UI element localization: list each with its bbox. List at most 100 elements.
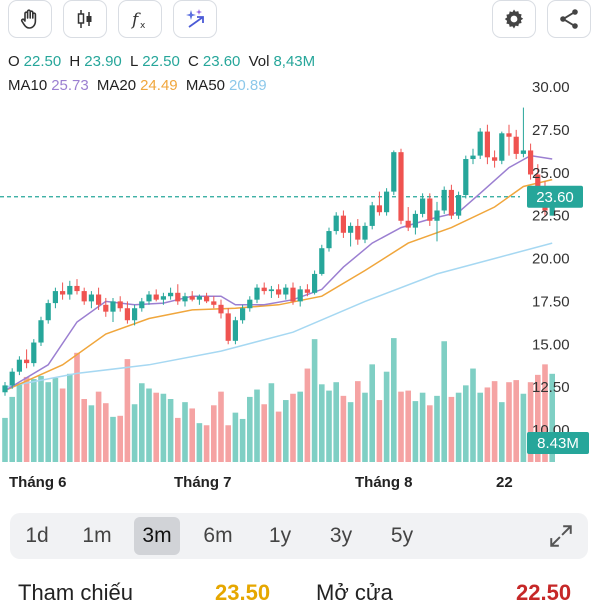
range-1y[interactable]: 1y	[268, 524, 292, 547]
volume-bar	[398, 391, 404, 462]
volume-bar	[441, 341, 447, 462]
y-tick-label: 15.00	[532, 336, 570, 353]
candle-body	[470, 155, 476, 160]
share-button[interactable]	[547, 0, 591, 38]
volume-bar	[182, 402, 188, 462]
price-chart[interactable]: 30.00 27.50 25.00 22.50 20.00 17.50 15.00 12.50…	[0, 70, 600, 470]
candle-body	[117, 301, 123, 309]
range-1m[interactable]: 1m	[82, 524, 112, 547]
ma20-value: 24.49	[140, 77, 178, 94]
close-label: C	[188, 53, 199, 70]
candle-type-button[interactable]	[63, 0, 107, 38]
volume-bar	[434, 395, 440, 462]
candle-body	[103, 304, 109, 312]
candle-body	[405, 220, 411, 228]
candle-body	[484, 131, 490, 158]
high-label: H	[69, 53, 81, 70]
volume-bar	[23, 376, 30, 462]
candle-body	[333, 215, 339, 232]
ma-readout: MA10 25.73 MA20 24.49 MA50 20.89	[8, 77, 271, 94]
volume-bar	[247, 396, 253, 462]
svg-text:x: x	[140, 21, 146, 31]
expand-icon[interactable]	[548, 523, 574, 549]
candle-body	[398, 152, 404, 221]
volume-bar	[31, 379, 37, 462]
volume-bar	[347, 402, 354, 462]
candle-body	[376, 205, 382, 213]
y-axis: 30.00 27.50 25.00 22.50 20.00 17.50 15.00 12.50…	[532, 79, 570, 439]
y-tick-label: 25.00	[532, 165, 570, 182]
open-value: 22.50	[23, 53, 62, 70]
volume-bar	[304, 368, 311, 462]
volume-bar	[290, 393, 296, 462]
range-6m[interactable]: 6m	[203, 524, 233, 547]
candle-body	[276, 289, 282, 295]
ma10-label: MA10	[8, 77, 48, 94]
volume-bar	[131, 404, 138, 462]
volume-bar	[369, 364, 375, 462]
low-value: 22.50	[142, 53, 180, 70]
low-label: L	[129, 53, 139, 70]
volume-bar	[81, 399, 87, 462]
volume-bar	[535, 374, 541, 462]
volume-bar	[103, 403, 109, 462]
candle-body	[420, 198, 426, 214]
range-3m[interactable]: 3m	[134, 517, 180, 555]
candle-body	[304, 289, 310, 293]
volume-bar	[283, 400, 289, 462]
volume-value: 8,43M	[273, 53, 316, 70]
volume-bar	[355, 381, 361, 462]
reference-value: 23.50	[215, 580, 271, 605]
candle-body	[240, 308, 246, 321]
candle-body	[182, 296, 188, 302]
volume-bar	[549, 373, 555, 462]
volume-bar	[455, 392, 462, 462]
volume-bar	[146, 388, 152, 462]
volume-bar	[326, 390, 332, 462]
volume-bar	[297, 391, 303, 462]
candle-body	[319, 248, 325, 274]
candle-body	[88, 294, 94, 302]
candle-body	[492, 157, 498, 161]
open-price-value: 22.50	[516, 580, 572, 605]
volume-bar	[470, 368, 476, 462]
hand-tool-button[interactable]	[8, 0, 52, 38]
candle-body	[290, 287, 296, 302]
volume-bar	[376, 400, 383, 462]
ma50-label: MA50	[185, 77, 225, 94]
ai-draw-button[interactable]	[173, 0, 217, 38]
candle-body	[362, 225, 368, 240]
x-label-june: Tháng 6	[9, 474, 67, 491]
volume-bar	[268, 383, 275, 462]
settings-button[interactable]	[492, 0, 536, 38]
candle-body	[2, 385, 8, 393]
close-value: 23.60	[202, 53, 241, 70]
function-icon: f x	[130, 10, 146, 31]
volume-bar	[124, 359, 131, 462]
candle-body	[463, 159, 469, 196]
y-tick-label: 22.50	[532, 208, 570, 225]
candle-body	[139, 301, 145, 309]
candle-body	[326, 231, 332, 249]
volume-bar	[160, 393, 167, 462]
volume-bar	[254, 389, 260, 462]
volume-bar	[419, 392, 426, 462]
range-1d[interactable]: 1d	[25, 524, 49, 547]
candle-body	[506, 133, 512, 137]
range-5y[interactable]: 5y	[390, 524, 414, 547]
volume-bar	[477, 392, 483, 462]
candle-body	[513, 136, 519, 154]
candle-body	[38, 320, 44, 343]
candle-body	[124, 308, 130, 321]
candle-body	[218, 304, 224, 314]
volume-bar	[340, 395, 347, 462]
candle-body	[24, 359, 30, 364]
ma10-value: 25.73	[51, 77, 89, 94]
candle-body	[312, 273, 318, 293]
volume-bar	[117, 415, 123, 462]
volume-bar	[319, 384, 325, 462]
candle-body	[175, 292, 181, 302]
volume-bar	[2, 417, 8, 462]
indicator-button[interactable]: f x	[118, 0, 162, 38]
range-3y[interactable]: 3y	[329, 524, 353, 547]
